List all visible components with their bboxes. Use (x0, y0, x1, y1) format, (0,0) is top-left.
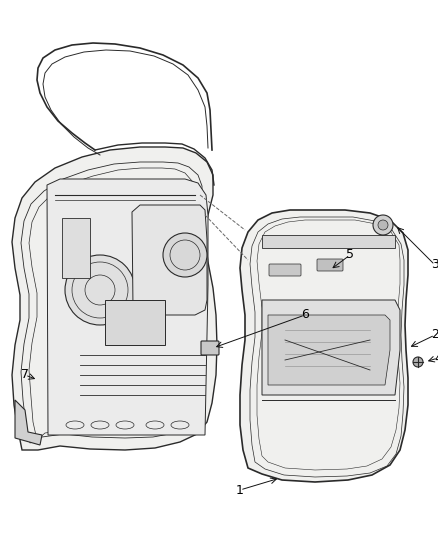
Text: 4: 4 (434, 351, 438, 365)
Polygon shape (268, 315, 390, 385)
FancyBboxPatch shape (201, 341, 219, 355)
Text: 1: 1 (236, 483, 244, 497)
Polygon shape (240, 210, 408, 482)
Polygon shape (105, 300, 165, 345)
Circle shape (373, 215, 393, 235)
FancyBboxPatch shape (317, 259, 343, 271)
Circle shape (163, 233, 207, 277)
Circle shape (378, 220, 388, 230)
Text: 5: 5 (346, 248, 354, 262)
Text: 7: 7 (21, 368, 29, 382)
Circle shape (65, 255, 135, 325)
Polygon shape (62, 218, 90, 278)
Polygon shape (47, 179, 208, 435)
Text: 2: 2 (431, 328, 438, 342)
Polygon shape (12, 147, 217, 450)
Circle shape (413, 357, 423, 367)
Polygon shape (262, 300, 400, 395)
Polygon shape (132, 205, 207, 315)
Polygon shape (15, 400, 42, 445)
FancyBboxPatch shape (269, 264, 301, 276)
Text: 6: 6 (301, 309, 309, 321)
Polygon shape (262, 235, 395, 248)
Text: 3: 3 (431, 259, 438, 271)
